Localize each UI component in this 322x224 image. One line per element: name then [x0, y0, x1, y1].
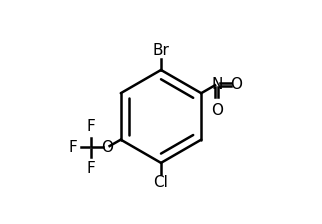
- Text: O: O: [101, 140, 113, 155]
- Text: F: F: [86, 161, 95, 176]
- Text: O: O: [231, 77, 242, 92]
- Text: F: F: [69, 140, 78, 155]
- Text: Cl: Cl: [154, 175, 168, 190]
- Text: O: O: [211, 103, 223, 118]
- Text: Br: Br: [153, 43, 169, 58]
- Text: N: N: [211, 77, 223, 92]
- Text: F: F: [86, 119, 95, 134]
